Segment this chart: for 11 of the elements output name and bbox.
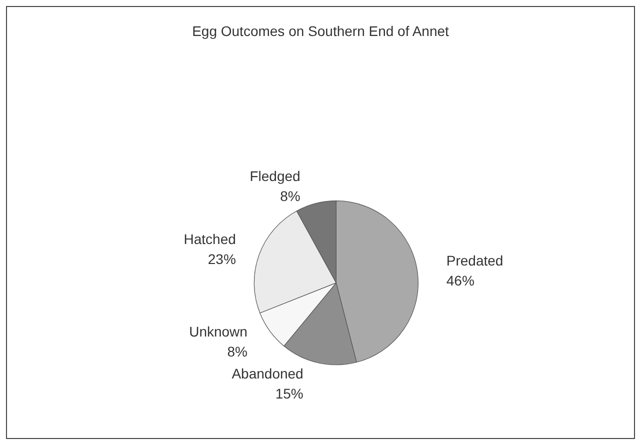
slice-label: Fledged [250, 168, 300, 184]
chart-title: Egg Outcomes on Southern End of Annet [192, 23, 450, 39]
slice-label: Abandoned [232, 366, 304, 382]
data-label: 15% [275, 386, 304, 402]
data-label: 46% [446, 272, 474, 288]
data-label: 23% [208, 250, 236, 267]
slice-label: Hatched [184, 230, 236, 247]
slice-label: Predated [446, 252, 504, 268]
data-label: 8% [280, 188, 300, 204]
slice-label: Unknown [189, 324, 248, 340]
data-label: 8% [227, 344, 248, 360]
